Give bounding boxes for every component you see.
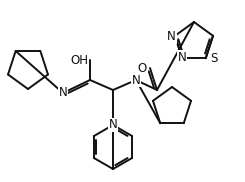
Text: S: S xyxy=(210,52,217,65)
Text: N: N xyxy=(109,118,117,132)
Text: N: N xyxy=(167,30,176,43)
Text: O: O xyxy=(138,62,147,74)
Text: N: N xyxy=(59,86,67,100)
Text: N: N xyxy=(132,74,140,86)
Text: N: N xyxy=(178,51,187,64)
Text: OH: OH xyxy=(70,54,88,66)
